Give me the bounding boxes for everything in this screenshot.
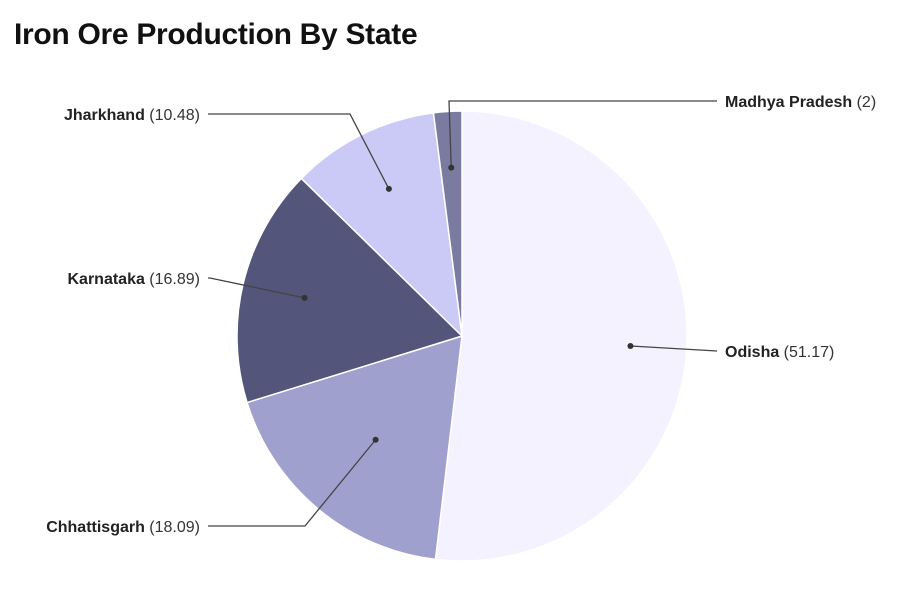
leader-dot-odisha (627, 342, 634, 349)
leader-dot-chhattisgarh (372, 436, 379, 443)
leader-line-odisha (630, 345, 718, 352)
slice-label-karnataka: Karnataka (16.89) (67, 271, 200, 288)
slice-label-name: Jharkhand (64, 107, 145, 124)
slice-labels: Odisha (51.17) Chhattisgarh (18.09) Karnat… (46, 94, 876, 536)
pie-slice-madhya-pradesh (432, 110, 463, 337)
leader-line-madhya-pradesh (448, 100, 717, 168)
leader-dot-madhya-pradesh (448, 164, 455, 171)
slice-label-name: Chhattisgarh (46, 519, 145, 536)
leader-dot-karnataka (301, 294, 308, 301)
slice-label-jharkhand: Jharkhand (10.48) (64, 107, 200, 124)
leader-line-chhattisgarh (208, 439, 377, 527)
leader-line-jharkhand (208, 113, 390, 190)
pie-slices (236, 110, 688, 562)
pie-slice-jharkhand (300, 111, 464, 339)
label-leaders (208, 100, 718, 527)
slice-label-name: Odisha (725, 344, 779, 361)
slice-label-value: (10.48) (145, 107, 200, 124)
pie-slice-karnataka (236, 177, 464, 404)
slice-label-name: Karnataka (67, 271, 144, 288)
slice-label-chhattisgarh: Chhattisgarh (18.09) (46, 519, 200, 536)
slice-label-name: Madhya Pradesh (725, 94, 852, 111)
leader-dot-jharkhand (385, 185, 392, 192)
chart-title: Iron Ore Production By State (14, 18, 418, 51)
slice-label-value: (2) (852, 94, 876, 111)
slice-label-value: (18.09) (145, 519, 200, 536)
slice-label-madhya-pradesh: Madhya Pradesh (2) (725, 94, 876, 111)
leader-line-karnataka (208, 277, 305, 299)
slice-label-value: (51.17) (779, 344, 834, 361)
pie-slice-chhattisgarh (246, 334, 463, 561)
pie-slice-odisha (434, 110, 688, 562)
slice-label-odisha: Odisha (51.17) (725, 344, 834, 361)
slice-label-value: (16.89) (145, 271, 200, 288)
